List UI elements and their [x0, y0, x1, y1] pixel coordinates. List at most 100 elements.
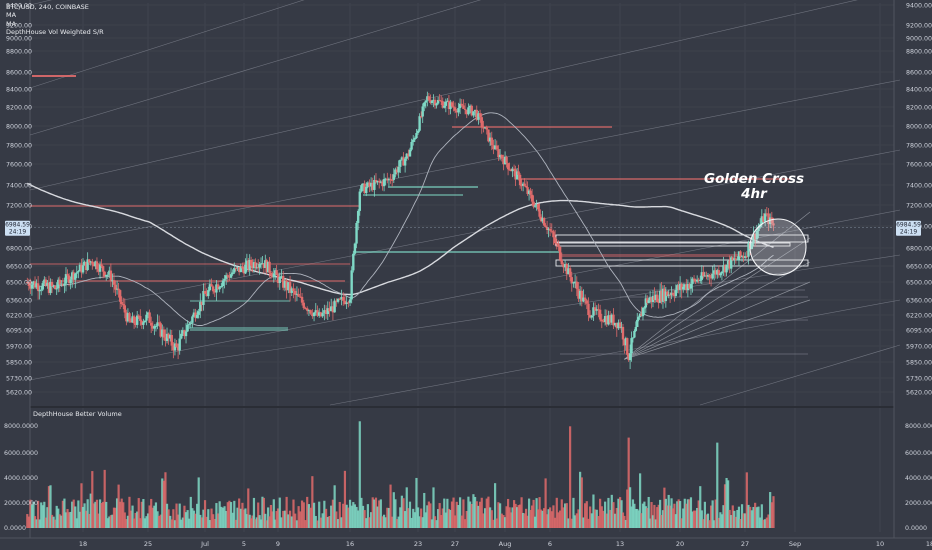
- volume-bar[interactable]: [247, 488, 250, 528]
- volume-bar[interactable]: [473, 496, 477, 528]
- volume-bar[interactable]: [203, 500, 207, 528]
- candle[interactable]: [236, 266, 239, 272]
- volume-bar[interactable]: [165, 503, 169, 528]
- volume-bar[interactable]: [421, 517, 424, 528]
- candle[interactable]: [154, 323, 158, 332]
- volume-bar[interactable]: [94, 501, 97, 528]
- volume-bar[interactable]: [412, 508, 415, 528]
- volume-bar[interactable]: [151, 507, 154, 528]
- candle[interactable]: [172, 342, 175, 359]
- volume-bar[interactable]: [664, 498, 667, 528]
- candle[interactable]: [69, 276, 72, 290]
- candle[interactable]: [353, 242, 357, 256]
- volume-bar[interactable]: [302, 502, 305, 528]
- candle[interactable]: [75, 265, 79, 278]
- volume-bar[interactable]: [536, 509, 540, 528]
- volume-bar[interactable]: [653, 504, 656, 528]
- candle[interactable]: [598, 304, 602, 322]
- volume-bar[interactable]: [287, 514, 290, 528]
- candle[interactable]: [539, 214, 543, 223]
- candle[interactable]: [210, 278, 213, 287]
- volume-bar[interactable]: [656, 507, 659, 528]
- candle[interactable]: [330, 298, 333, 312]
- volume-bar[interactable]: [636, 508, 639, 528]
- candle[interactable]: [288, 275, 292, 302]
- volume-bar[interactable]: [572, 497, 575, 528]
- volume-bar[interactable]: [502, 515, 505, 528]
- candle[interactable]: [145, 311, 148, 326]
- volume-bar[interactable]: [614, 513, 617, 528]
- candle[interactable]: [477, 110, 480, 125]
- candle[interactable]: [753, 233, 757, 247]
- volume-bar[interactable]: [423, 492, 426, 528]
- volume-bar[interactable]: [297, 506, 300, 528]
- volume-bar[interactable]: [267, 507, 270, 528]
- candle[interactable]: [509, 168, 513, 172]
- candle[interactable]: [183, 329, 186, 340]
- candle[interactable]: [47, 275, 51, 296]
- candle[interactable]: [526, 181, 529, 196]
- volume-bar[interactable]: [242, 509, 246, 528]
- candle[interactable]: [292, 283, 295, 299]
- volume-bar[interactable]: [569, 426, 572, 528]
- candle[interactable]: [347, 300, 350, 308]
- volume-bar[interactable]: [465, 511, 468, 528]
- volume-bar[interactable]: [520, 497, 523, 528]
- volume-bar[interactable]: [612, 502, 615, 528]
- volume-bar[interactable]: [399, 507, 402, 528]
- candle[interactable]: [63, 277, 66, 294]
- volume-bar[interactable]: [592, 494, 595, 528]
- volume-bar[interactable]: [492, 519, 495, 528]
- candle[interactable]: [29, 278, 32, 294]
- candle[interactable]: [109, 263, 113, 287]
- candle[interactable]: [280, 269, 283, 279]
- candle[interactable]: [167, 332, 170, 345]
- candle[interactable]: [111, 273, 114, 288]
- volume-bar[interactable]: [482, 513, 485, 528]
- candle[interactable]: [657, 298, 660, 309]
- candle[interactable]: [239, 263, 242, 273]
- candle[interactable]: [146, 311, 150, 319]
- volume-bar[interactable]: [485, 498, 488, 528]
- volume-bar[interactable]: [32, 501, 35, 528]
- candle[interactable]: [118, 289, 122, 310]
- volume-bar[interactable]: [633, 503, 636, 528]
- volume-bar[interactable]: [443, 498, 446, 528]
- volume-bar[interactable]: [589, 506, 592, 528]
- volume-bar[interactable]: [600, 506, 603, 528]
- candle[interactable]: [750, 242, 754, 250]
- candle[interactable]: [472, 111, 475, 118]
- candle[interactable]: [536, 203, 540, 212]
- candle[interactable]: [95, 257, 99, 273]
- candle[interactable]: [389, 173, 392, 184]
- volume-bar[interactable]: [50, 514, 54, 528]
- volume-bar[interactable]: [460, 515, 463, 528]
- volume-bar[interactable]: [164, 472, 167, 528]
- candle[interactable]: [88, 258, 91, 265]
- volume-bar[interactable]: [280, 517, 283, 528]
- candle[interactable]: [544, 223, 547, 228]
- volume-bar[interactable]: [418, 516, 421, 528]
- candle[interactable]: [602, 318, 605, 323]
- volume-bar[interactable]: [696, 507, 699, 528]
- volume-bar[interactable]: [667, 494, 670, 528]
- volume-bar[interactable]: [430, 519, 434, 528]
- candle[interactable]: [583, 294, 587, 306]
- candle[interactable]: [703, 271, 707, 278]
- volume-bar[interactable]: [120, 498, 123, 528]
- volume-bar[interactable]: [437, 509, 440, 528]
- candle[interactable]: [390, 174, 394, 187]
- volume-bar[interactable]: [770, 502, 773, 528]
- candle[interactable]: [633, 329, 636, 339]
- volume-bar[interactable]: [565, 503, 568, 528]
- volume-bar[interactable]: [697, 500, 700, 528]
- candle[interactable]: [470, 104, 473, 117]
- volume-bar[interactable]: [100, 502, 103, 528]
- volume-bar[interactable]: [577, 509, 580, 528]
- volume-bar[interactable]: [294, 513, 297, 528]
- volume-bar[interactable]: [191, 508, 194, 528]
- candle[interactable]: [378, 178, 381, 189]
- volume-bar[interactable]: [111, 514, 114, 528]
- volume-bar[interactable]: [450, 501, 454, 528]
- candle[interactable]: [350, 266, 353, 304]
